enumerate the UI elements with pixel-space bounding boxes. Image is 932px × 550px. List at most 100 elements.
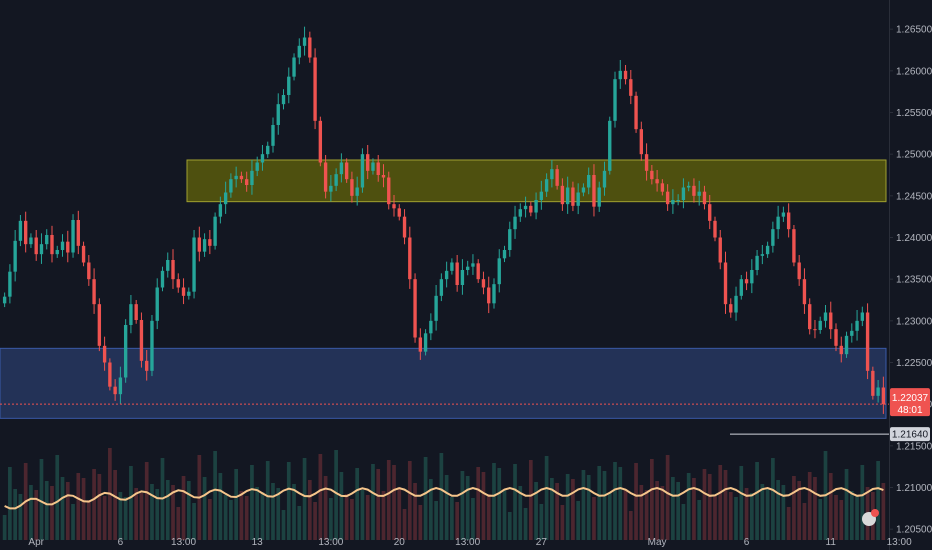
candle (518, 203, 522, 222)
candle-body (155, 287, 159, 321)
volume-bar (92, 469, 96, 540)
candle-body (739, 279, 743, 296)
volume-bar (360, 490, 365, 540)
candle (618, 60, 622, 89)
volume-bar (718, 465, 723, 540)
candle (844, 331, 849, 358)
candle (765, 241, 770, 258)
settings-badge-icon[interactable] (862, 509, 879, 526)
candle-body (181, 287, 186, 296)
x-tick-label: 13:00 (318, 537, 343, 548)
candle-body (860, 312, 865, 321)
candle-body (881, 387, 886, 405)
candle-body (850, 330, 854, 336)
candle (587, 167, 591, 195)
candle (539, 180, 544, 210)
candle-body (308, 37, 312, 58)
volume-bar (134, 488, 139, 540)
candle (255, 156, 259, 177)
candle (102, 336, 107, 371)
candle (181, 278, 186, 305)
candle-body (702, 191, 707, 205)
candle (323, 155, 328, 199)
candle-body (402, 216, 407, 238)
candle (623, 65, 628, 85)
volume-bar (528, 460, 533, 540)
candle-body (276, 104, 280, 125)
candle-body (660, 183, 665, 192)
candle (397, 204, 401, 221)
volume-bar (344, 494, 349, 540)
volume-bar (265, 461, 270, 540)
y-tick-label: 1.23000 (896, 316, 932, 327)
candle-body (134, 304, 138, 320)
candle (413, 273, 417, 343)
candle-body (244, 179, 249, 185)
y-tick-label: 1.20500 (896, 525, 932, 536)
candle-body (513, 216, 517, 230)
candle-body (45, 235, 49, 245)
candle (408, 226, 412, 289)
candle-body (818, 320, 822, 330)
volume-bar (208, 499, 212, 540)
volume-bar (744, 488, 749, 540)
x-tick-label: 6 (744, 537, 750, 548)
candle (729, 298, 733, 318)
volume-bar (181, 476, 186, 540)
candle-body (323, 162, 328, 192)
candle (671, 189, 675, 214)
y-tick-label: 1.25000 (896, 150, 932, 161)
candle-body (150, 320, 154, 371)
volume-bar (44, 481, 49, 540)
volume-bar (260, 492, 265, 540)
candle-body (623, 70, 628, 80)
volume-bar (2, 515, 7, 540)
candle-body (765, 245, 770, 255)
candle (739, 275, 743, 300)
candle (402, 209, 407, 245)
volume-bar (434, 501, 438, 540)
candle-body (550, 169, 554, 180)
candle-body (197, 237, 202, 252)
candle-body (145, 360, 149, 371)
volume-bar (381, 491, 386, 540)
candle-body (460, 270, 465, 285)
volume-bar (307, 480, 312, 540)
candle (2, 292, 7, 308)
candle (123, 319, 128, 383)
candle-body (118, 377, 123, 395)
volume-bar (844, 469, 849, 540)
candle-body (413, 279, 417, 338)
candle (18, 215, 23, 247)
volume-bar (828, 473, 833, 540)
candle (644, 143, 649, 181)
candle (97, 298, 102, 352)
volume-bar (18, 494, 23, 540)
volume-bar (671, 477, 675, 540)
volume-bar (518, 486, 523, 540)
volume-bar (155, 489, 160, 540)
volume-bar (339, 472, 344, 540)
candle (786, 203, 791, 238)
volume-bar (481, 472, 486, 540)
candle (160, 266, 165, 292)
volume-bar (313, 502, 317, 540)
volume-bar (765, 489, 770, 540)
volume-bar (97, 474, 102, 540)
candle (166, 252, 170, 278)
x-tick-label: 13:00 (455, 537, 480, 548)
candle (776, 205, 780, 239)
candle (329, 175, 333, 202)
x-tick-label: 13:00 (171, 537, 196, 548)
candle (708, 195, 712, 230)
candle (302, 26, 307, 56)
candle-body (723, 262, 728, 305)
volume-bar (397, 487, 402, 540)
volume-bar (255, 487, 260, 540)
volume-bar (618, 467, 623, 540)
candle (260, 145, 265, 171)
volume-bar (460, 471, 465, 540)
candle (387, 171, 391, 210)
x-tick-label: Apr (28, 537, 44, 548)
